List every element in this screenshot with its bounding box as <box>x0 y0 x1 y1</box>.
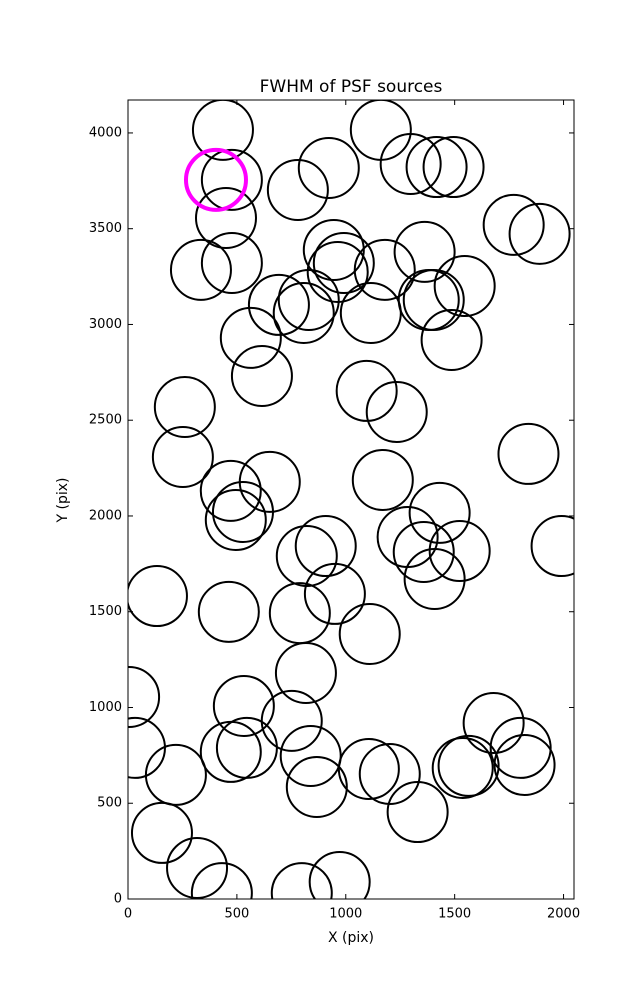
source-circle <box>279 724 342 787</box>
source-circle <box>197 580 260 643</box>
source-circle <box>508 202 571 265</box>
source-circle <box>268 582 331 645</box>
source-circle <box>433 254 496 317</box>
source-circle <box>530 515 574 578</box>
source-circle <box>337 737 400 800</box>
y-axis-label: Y (pix) <box>55 478 71 524</box>
y-tick-label: 0 <box>114 892 122 907</box>
source-circle <box>392 520 455 583</box>
y-tick-label: 500 <box>97 796 122 811</box>
y-tick-label: 3500 <box>89 221 122 236</box>
source-circle <box>393 220 456 283</box>
source-circle <box>200 148 263 211</box>
source-circle <box>489 716 552 779</box>
source-circle <box>219 306 282 369</box>
source-circle <box>497 422 560 485</box>
source-circle <box>277 268 340 331</box>
source-circle <box>339 281 402 344</box>
source-circle <box>130 801 193 864</box>
source-circle <box>215 716 278 779</box>
source-circle <box>482 193 545 256</box>
source-circle <box>422 136 485 199</box>
source-circle <box>199 459 262 522</box>
y-tick-label: 2000 <box>89 508 122 523</box>
source-circle <box>462 691 525 754</box>
source-circle <box>431 737 494 800</box>
source-circle <box>272 281 335 344</box>
source-circle <box>151 425 214 488</box>
source-circle <box>200 231 263 294</box>
source-circle <box>420 308 483 371</box>
chart-title: FWHM of PSF sources <box>260 77 443 97</box>
x-tick-label: 0 <box>124 907 132 922</box>
source-circle <box>230 344 293 407</box>
source-circle <box>128 665 161 728</box>
source-circle <box>204 488 267 551</box>
source-circle <box>190 862 253 899</box>
source-circle <box>285 755 348 818</box>
source-circle <box>297 136 360 199</box>
source-circle <box>351 448 414 511</box>
source-circle <box>376 506 439 569</box>
source-circle <box>405 136 468 199</box>
source-circle <box>428 520 491 583</box>
source-circle <box>386 781 449 844</box>
source-circle <box>194 186 257 249</box>
source-circle <box>211 480 274 543</box>
source-circle <box>403 547 466 610</box>
y-tick-label: 4000 <box>89 125 122 140</box>
source-circle <box>169 238 232 301</box>
source-circle <box>402 268 465 331</box>
x-axis-label: X (pix) <box>328 930 374 946</box>
source-circle <box>353 238 416 301</box>
source-circle <box>266 159 329 222</box>
source-circle <box>294 515 357 578</box>
source-circle <box>358 742 421 805</box>
source-circle <box>212 674 275 737</box>
source-circle <box>308 850 371 899</box>
y-tick-label: 3000 <box>89 317 122 332</box>
source-circle <box>275 524 338 587</box>
source-circle <box>437 734 500 797</box>
source-circle <box>379 132 442 195</box>
x-tick-label: 1000 <box>329 907 362 922</box>
source-circle <box>144 743 207 806</box>
source-circle <box>397 268 460 331</box>
source-circle <box>493 733 556 796</box>
source-circle <box>166 836 229 899</box>
source-circle <box>408 481 471 544</box>
y-tick-label: 1500 <box>89 604 122 619</box>
plot-area <box>128 100 574 899</box>
source-circle <box>270 862 333 899</box>
source-circle <box>153 375 216 438</box>
source-circle <box>302 218 365 281</box>
source-circle <box>191 100 254 161</box>
source-circle <box>312 231 375 294</box>
source-circle <box>335 359 398 422</box>
x-tick-label: 2000 <box>547 907 580 922</box>
source-circle <box>247 273 310 336</box>
plot-frame <box>127 99 575 900</box>
source-circle <box>274 642 337 705</box>
x-tick-label: 1500 <box>438 907 471 922</box>
y-tick-label: 2500 <box>89 413 122 428</box>
source-circle <box>128 565 188 628</box>
source-circle <box>338 602 401 665</box>
source-circle <box>183 147 248 212</box>
source-circle <box>349 100 412 161</box>
source-circle <box>303 562 366 625</box>
y-tick-label: 1000 <box>89 700 122 715</box>
x-tick-label: 500 <box>224 907 249 922</box>
source-circle <box>365 380 428 443</box>
